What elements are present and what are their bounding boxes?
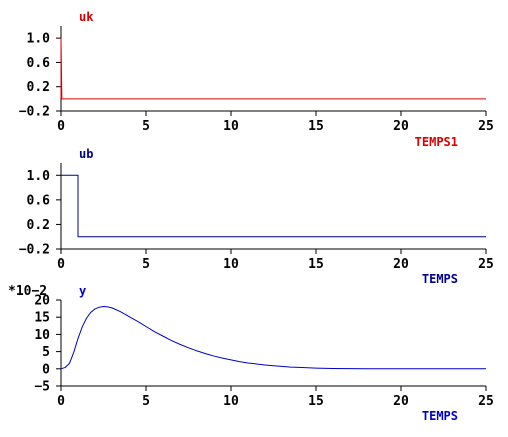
chart3-y-tick-label: 5	[42, 345, 50, 360]
chart1-title: uk	[79, 10, 94, 24]
chart3-y-tick-label: −5	[34, 380, 50, 395]
chart2-title: ub	[79, 147, 93, 161]
chart3-x-tick-label: 5	[142, 394, 150, 409]
chart1-x-tick-label: 10	[223, 119, 239, 134]
chart3-x-label: TEMPS	[422, 409, 458, 423]
chart2-y-tick-label: −0.2	[19, 243, 50, 258]
chart3-x-tick-label: 20	[393, 394, 409, 409]
chart3-y-tick-label: 0	[42, 362, 50, 377]
chart2-x-tick-label: 10	[223, 257, 239, 272]
chart1-x-label: TEMPS1	[415, 135, 458, 149]
chart2-x-tick-label: 0	[57, 257, 65, 272]
chart2-x-label: TEMPS	[422, 272, 458, 286]
chart1-y-tick-label: −0.2	[19, 105, 50, 120]
chart3-y-tick-label: 20	[34, 294, 50, 309]
chart1-x-tick-label: 5	[142, 119, 150, 134]
chart3-x-tick-label: 15	[308, 394, 324, 409]
chart2-x-tick-label: 5	[142, 257, 150, 272]
chart2-y-tick-label: 0.2	[27, 218, 50, 233]
chart2-x-tick-label: 15	[308, 257, 324, 272]
chart3-x-tick-label: 0	[57, 394, 65, 409]
chart3-y-tick-label: 15	[34, 311, 50, 326]
chart1-y-tick-label: 0.6	[27, 56, 51, 71]
chart1-x-tick-label: 0	[57, 119, 65, 134]
chart3-exponent-label: *10−2	[8, 284, 47, 299]
chart3-x-tick-label: 25	[478, 394, 494, 409]
chart1-x-tick-label: 25	[478, 119, 494, 134]
chart1-y-tick-label: 0.2	[27, 80, 50, 95]
chart2-y-tick-label: 1.0	[27, 169, 51, 184]
chart3-y-tick-label: 10	[34, 328, 50, 343]
chart1-y-tick-label: 1.0	[27, 32, 51, 47]
chart2-y-tick-label: 0.6	[27, 193, 51, 208]
chart3-series-line	[60, 306, 486, 370]
chart2-series-line	[61, 174, 486, 238]
chart2-x-tick-label: 20	[393, 257, 409, 272]
chart1-x-tick-label: 15	[308, 119, 324, 134]
chart3-title: y	[79, 284, 86, 298]
chart1-series-line	[60, 38, 486, 100]
chart1-x-tick-label: 20	[393, 119, 409, 134]
chart2-x-tick-label: 25	[478, 257, 494, 272]
chart3-x-tick-label: 10	[223, 394, 239, 409]
